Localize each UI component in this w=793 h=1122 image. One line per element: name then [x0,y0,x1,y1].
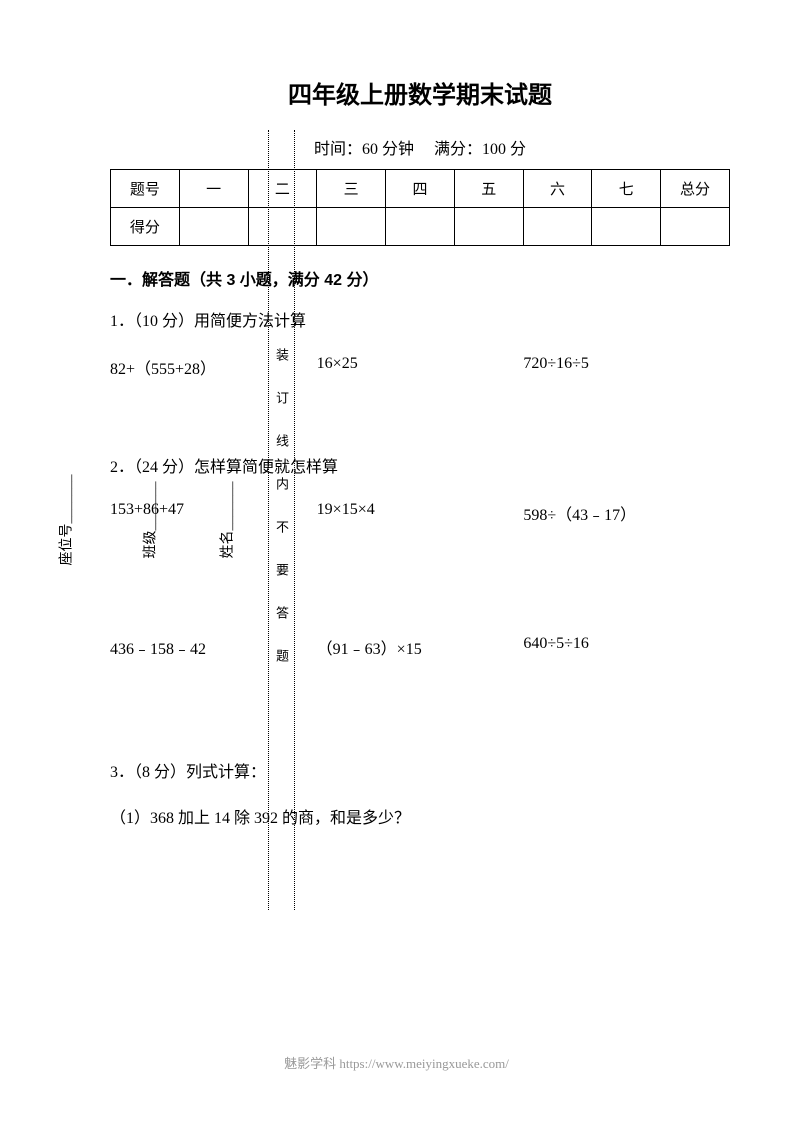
table-cell: 一 [179,170,248,208]
seat-label: 座位号_______ [56,475,76,566]
expression: 720÷16÷5 [523,355,730,379]
expression: 82+（555+28） [110,355,317,379]
table-cell: 五 [454,170,523,208]
score-table: 题号 一 二 三 四 五 六 七 总分 得分 [110,169,730,246]
table-cell: 四 [386,170,455,208]
table-cell: 总分 [661,170,730,208]
table-cell [661,208,730,246]
question-3: 3．（8 分）列式计算： [110,759,730,788]
expression-row: 82+（555+28） 16×25 720÷16÷5 [110,355,730,379]
expression-row: 153+86+47 19×15×4 598÷（43﹣17） [110,501,730,525]
table-cell [523,208,592,246]
table-cell: 三 [317,170,386,208]
table-cell [248,208,317,246]
table-cell: 得分 [111,208,180,246]
table-cell [454,208,523,246]
time-info: 时间：60 分钟 [314,141,414,158]
table-cell: 六 [523,170,592,208]
question-3-sub1: （1）368 加上 14 除 392 的商，和是多少？ [110,805,730,834]
page-title: 四年级上册数学期末试题 [110,75,730,110]
expression: 16×25 [317,355,524,379]
table-cell: 七 [592,170,661,208]
table-cell: 二 [248,170,317,208]
table-cell [179,208,248,246]
question-2: 2．（24 分）怎样算简便就怎样算 [110,454,730,483]
main-content: 四年级上册数学期末试题 时间：60 分钟 满分：100 分 题号 一 二 三 四… [110,75,730,852]
table-cell [592,208,661,246]
expression: 19×15×4 [317,501,524,525]
fullscore-info: 满分：100 分 [434,141,526,158]
question-1: 1．（10 分）用简便方法计算 [110,308,730,337]
exam-meta: 时间：60 分钟 满分：100 分 [110,135,730,159]
expression: 153+86+47 [110,501,317,525]
expression: 640÷5÷16 [523,635,730,659]
section-header: 一．解答题（共 3 小题，满分 42 分） [110,266,730,290]
expression: （91﹣63）×15 [317,635,524,659]
page-footer: 魅影学科 https://www.meiyingxueke.com/ [0,1053,793,1072]
expression: 598÷（43﹣17） [523,501,730,525]
table-cell [386,208,455,246]
table-row: 题号 一 二 三 四 五 六 七 总分 [111,170,730,208]
table-row: 得分 [111,208,730,246]
table-cell: 题号 [111,170,180,208]
binding-sidebar: 姓名_______ 班级_______ 座位号_______ 装订线内不要答题 [20,130,80,910]
expression-row: 436﹣158﹣42 （91﹣63）×15 640÷5÷16 [110,635,730,659]
table-cell [317,208,386,246]
expression: 436﹣158﹣42 [110,635,317,659]
